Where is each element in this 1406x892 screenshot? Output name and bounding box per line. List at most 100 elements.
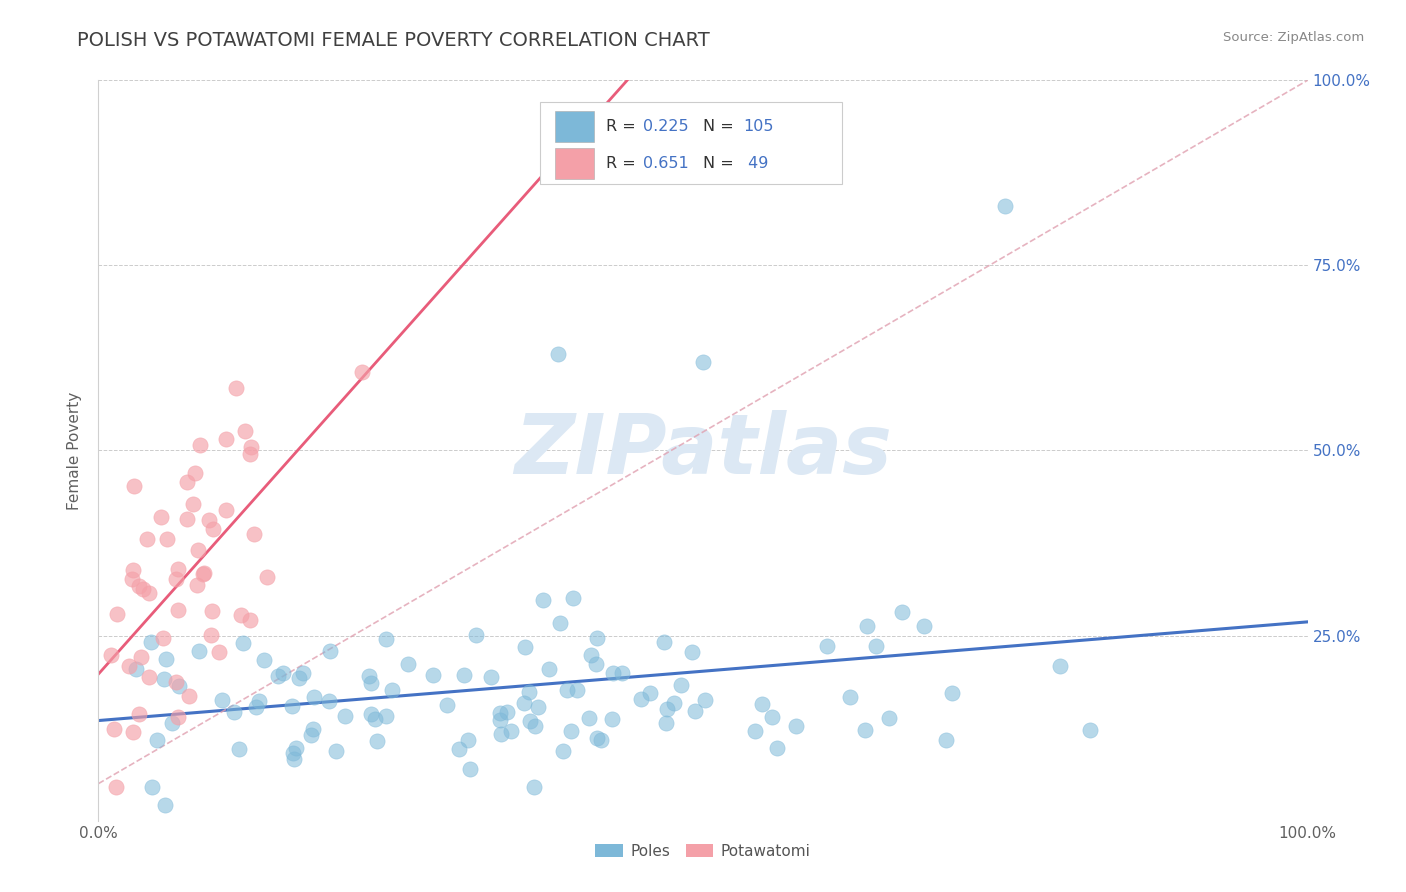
Point xyxy=(447,742,470,756)
Point xyxy=(381,682,404,697)
Point xyxy=(555,683,578,698)
Point xyxy=(562,591,585,606)
Point xyxy=(121,725,143,739)
Point xyxy=(181,497,204,511)
Point xyxy=(239,446,262,460)
Point xyxy=(360,676,382,690)
Point xyxy=(135,533,157,547)
Point xyxy=(146,732,169,747)
Point xyxy=(128,707,150,722)
Point xyxy=(129,649,152,664)
Point xyxy=(211,693,233,707)
Point xyxy=(141,780,163,794)
Point xyxy=(267,669,290,683)
Point xyxy=(318,644,340,658)
Point xyxy=(692,354,714,368)
Point xyxy=(912,619,935,633)
Point xyxy=(318,694,340,708)
Text: ZIPatlas: ZIPatlas xyxy=(515,410,891,491)
Point xyxy=(201,604,224,618)
Point xyxy=(118,659,141,673)
Point xyxy=(526,699,548,714)
Point xyxy=(299,728,322,742)
FancyBboxPatch shape xyxy=(540,103,842,184)
Point xyxy=(513,697,536,711)
Point xyxy=(162,716,184,731)
Point xyxy=(815,640,838,654)
Point xyxy=(167,679,190,693)
Point xyxy=(375,632,398,646)
Point xyxy=(600,712,623,726)
Point xyxy=(855,619,877,633)
Text: N =: N = xyxy=(703,120,740,135)
Point xyxy=(865,639,887,653)
Point xyxy=(121,572,143,586)
Point xyxy=(744,723,766,738)
Point xyxy=(352,365,374,379)
Point xyxy=(453,668,475,682)
Point xyxy=(302,722,325,736)
Point xyxy=(489,706,512,720)
Point xyxy=(187,543,209,558)
Text: Source: ZipAtlas.com: Source: ZipAtlas.com xyxy=(1223,31,1364,45)
Point xyxy=(193,567,215,582)
Point xyxy=(766,740,789,755)
Point xyxy=(184,466,207,480)
Point xyxy=(785,719,807,733)
Point xyxy=(855,723,877,737)
FancyBboxPatch shape xyxy=(555,112,595,143)
Point xyxy=(489,713,512,727)
Point xyxy=(245,700,267,714)
Point xyxy=(167,603,190,617)
Point xyxy=(292,665,315,680)
Point xyxy=(253,652,276,666)
Point xyxy=(585,657,607,671)
Point xyxy=(281,746,304,760)
Point xyxy=(519,714,541,728)
Point xyxy=(669,678,692,692)
Point xyxy=(186,577,208,591)
Point xyxy=(610,666,633,681)
Point xyxy=(224,706,246,720)
Point xyxy=(548,615,571,630)
Point xyxy=(513,640,536,655)
Point xyxy=(139,635,162,649)
Point xyxy=(122,478,145,492)
Point xyxy=(374,709,396,723)
Point xyxy=(1080,723,1102,737)
Point xyxy=(238,613,260,627)
Point xyxy=(751,697,773,711)
Point xyxy=(519,685,541,699)
Point xyxy=(457,732,479,747)
Point xyxy=(239,441,262,455)
Point xyxy=(360,706,382,721)
Point xyxy=(523,780,546,794)
Point xyxy=(247,694,270,708)
Point xyxy=(288,671,311,685)
Point xyxy=(551,743,574,757)
Point xyxy=(422,667,444,681)
Point xyxy=(890,605,912,619)
Point xyxy=(630,691,652,706)
Point xyxy=(879,711,901,725)
Point xyxy=(128,579,150,593)
Point xyxy=(103,723,125,737)
Point xyxy=(229,607,252,622)
Point xyxy=(547,347,569,361)
Point xyxy=(100,648,122,662)
Point xyxy=(479,669,502,683)
Point xyxy=(105,607,128,622)
Point xyxy=(225,380,247,394)
Point xyxy=(638,686,661,700)
Point xyxy=(586,731,609,746)
Point xyxy=(499,723,522,738)
Point xyxy=(695,693,717,707)
Y-axis label: Female Poverty: Female Poverty xyxy=(67,392,83,509)
Point xyxy=(177,689,200,703)
Point xyxy=(256,570,278,584)
Point xyxy=(214,432,236,446)
Text: R =: R = xyxy=(606,156,641,171)
Point xyxy=(153,672,176,686)
Point xyxy=(495,705,517,719)
Point xyxy=(664,696,686,710)
